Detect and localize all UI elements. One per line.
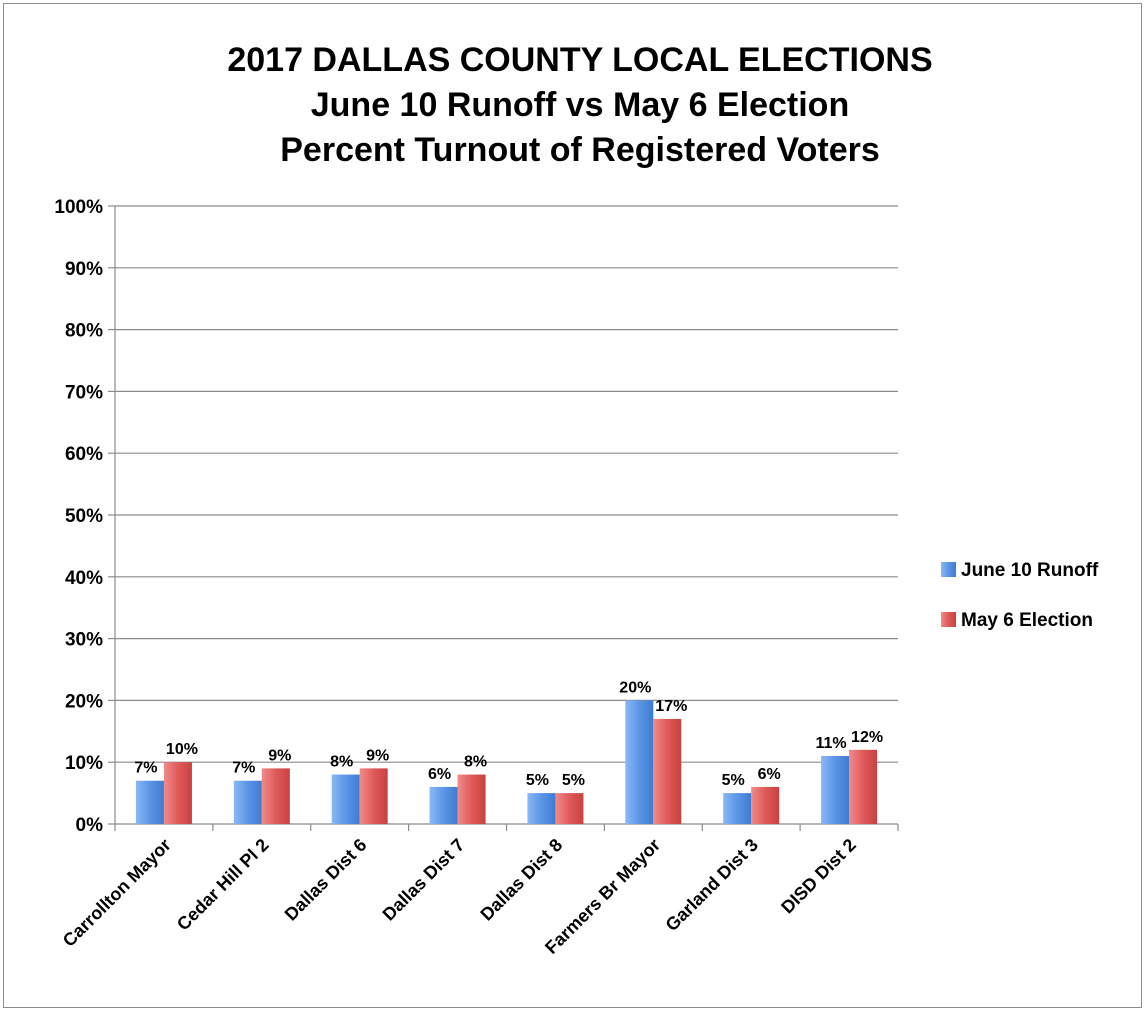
category-label: Dallas Dist 7 <box>379 835 469 925</box>
y-tick-label: 70% <box>65 382 103 403</box>
y-tick-label: 90% <box>65 259 103 280</box>
bar-series-2 <box>555 793 584 824</box>
bar-series-2 <box>457 774 486 824</box>
data-label: 8% <box>330 754 353 771</box>
chart-title-line-3: Percent Turnout of Registered Voters <box>280 131 880 169</box>
bar-series-1 <box>135 780 164 824</box>
data-label: 6% <box>758 766 781 783</box>
y-tick-label: 60% <box>65 444 103 465</box>
data-label: 5% <box>526 772 549 789</box>
bar-series-1 <box>527 793 556 824</box>
y-tick-label: 10% <box>65 753 103 774</box>
bars <box>135 700 878 824</box>
legend-swatch <box>941 562 956 577</box>
bar-series-2 <box>653 718 682 824</box>
data-labels: 7% 10% 7% 9% 8% 9% 6% 8% 5% 5% 20%17% 5% 6% 11% 12% <box>134 679 883 789</box>
y-tick-label: 40% <box>65 568 103 589</box>
data-label: 12% <box>851 729 883 746</box>
data-label: 7% <box>134 760 157 777</box>
bar-series-2 <box>261 768 290 824</box>
y-tick-label: 30% <box>65 630 103 651</box>
y-tick-label: 100% <box>54 197 103 218</box>
y-tick-label: 20% <box>65 691 103 712</box>
y-tick-label: 50% <box>65 506 103 527</box>
category-label: Carrollton Mayor <box>59 835 175 951</box>
y-tick-label: 0% <box>76 815 104 836</box>
legend: June 10 Runoff May 6 Election <box>941 560 1099 631</box>
category-label: Garland Dist 3 <box>662 835 762 935</box>
chart-title: 2017 DALLAS COUNTY LOCAL ELECTIONS June … <box>0 38 1147 173</box>
data-label: 9% <box>366 747 389 764</box>
legend-label: May 6 Election <box>961 610 1093 631</box>
data-label: 10% <box>166 741 198 758</box>
data-label: 5% <box>562 772 585 789</box>
chart-title-line-2: June 10 Runoff vs May 6 Election <box>310 86 850 124</box>
legend-label: June 10 Runoff <box>961 560 1099 581</box>
category-label: Dallas Dist 8 <box>476 835 566 925</box>
data-label: 20% <box>619 679 651 696</box>
data-label: 8% <box>464 754 487 771</box>
category-label: DISD Dist 2 <box>777 835 860 918</box>
data-label: 11% <box>815 735 846 752</box>
y-tick-label: 80% <box>65 321 103 342</box>
bar-series-1 <box>233 780 262 824</box>
data-label: 5% <box>722 772 745 789</box>
data-label: 17% <box>655 698 687 715</box>
category-label: Dallas Dist 6 <box>281 835 371 925</box>
bar-series-1 <box>331 774 360 824</box>
data-label: 7% <box>232 760 255 777</box>
axes: 0% 10% 20% 30% 40% 50% 60% 70% 80% 90% 100% <box>54 197 899 836</box>
bar-series-1 <box>821 756 850 824</box>
bar-series-2 <box>751 786 780 824</box>
data-label: 9% <box>268 747 291 764</box>
category-label: Cedar Hill Pl 2 <box>173 835 273 935</box>
chart-frame <box>3 3 1142 1008</box>
gridlines <box>115 205 898 763</box>
bar-series-2 <box>163 762 192 824</box>
bar-series-2 <box>359 768 388 824</box>
legend-swatch <box>941 612 956 627</box>
chart-title-line-1: 2017 DALLAS COUNTY LOCAL ELECTIONS <box>227 41 933 79</box>
bar-series-2 <box>849 749 878 824</box>
bar-series-1 <box>429 786 458 824</box>
bar-series-1 <box>625 700 654 824</box>
bar-series-1 <box>723 793 752 824</box>
data-label: 6% <box>428 766 451 783</box>
